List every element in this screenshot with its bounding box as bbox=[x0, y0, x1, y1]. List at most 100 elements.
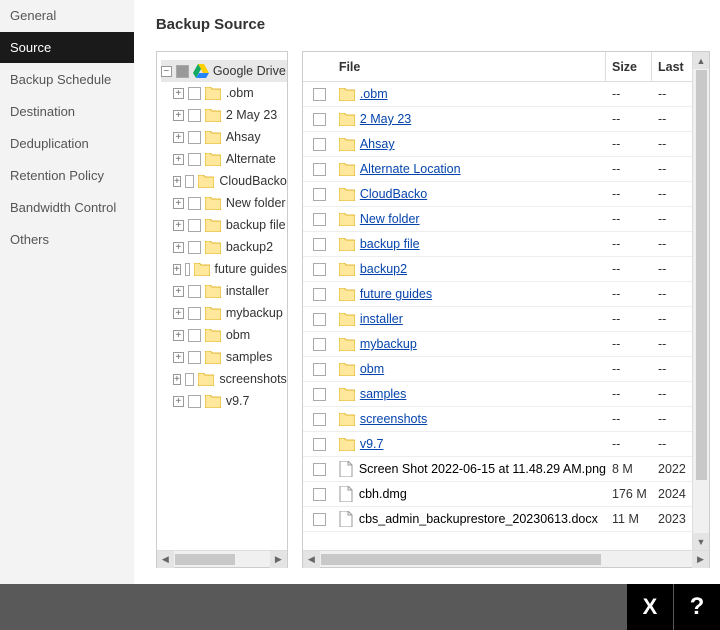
row-checkbox[interactable] bbox=[313, 413, 326, 426]
row-checkbox[interactable] bbox=[313, 163, 326, 176]
folder-link[interactable]: New folder bbox=[360, 212, 420, 226]
folder-link[interactable]: future guides bbox=[360, 287, 432, 301]
expand-icon[interactable]: + bbox=[173, 264, 181, 275]
row-checkbox[interactable] bbox=[313, 488, 326, 501]
tree-hscrollbar[interactable]: ◀ ▶ bbox=[157, 550, 287, 567]
folder-link[interactable]: installer bbox=[360, 312, 403, 326]
tree-checkbox[interactable] bbox=[176, 65, 189, 78]
row-checkbox[interactable] bbox=[313, 238, 326, 251]
scroll-thumb[interactable] bbox=[175, 554, 235, 565]
expand-icon[interactable]: + bbox=[173, 242, 184, 253]
tree-checkbox[interactable] bbox=[185, 263, 190, 276]
col-size[interactable]: Size bbox=[606, 52, 652, 81]
expand-icon[interactable]: + bbox=[173, 88, 184, 99]
row-checkbox[interactable] bbox=[313, 388, 326, 401]
row-checkbox[interactable] bbox=[313, 463, 326, 476]
expand-icon[interactable]: + bbox=[173, 308, 184, 319]
row-checkbox[interactable] bbox=[313, 288, 326, 301]
tree-checkbox[interactable] bbox=[188, 351, 201, 364]
row-checkbox[interactable] bbox=[313, 138, 326, 151]
tree-node[interactable]: +installer bbox=[173, 280, 287, 302]
tree-checkbox[interactable] bbox=[188, 131, 201, 144]
tree-checkbox[interactable] bbox=[185, 373, 194, 386]
row-checkbox[interactable] bbox=[313, 363, 326, 376]
tree-node[interactable]: +Alternate bbox=[173, 148, 287, 170]
tree-checkbox[interactable] bbox=[188, 87, 201, 100]
sidebar-item-bandwidth-control[interactable]: Bandwidth Control bbox=[0, 192, 134, 224]
row-checkbox[interactable] bbox=[313, 263, 326, 276]
folder-link[interactable]: screenshots bbox=[360, 412, 427, 426]
scroll-thumb[interactable] bbox=[321, 554, 601, 565]
tree-node[interactable]: +.obm bbox=[173, 82, 287, 104]
expand-icon[interactable]: + bbox=[173, 110, 184, 121]
scroll-right-icon[interactable]: ▶ bbox=[692, 551, 709, 568]
sidebar-item-general[interactable]: General bbox=[0, 0, 134, 32]
folder-link[interactable]: samples bbox=[360, 387, 407, 401]
folder-link[interactable]: v9.7 bbox=[360, 437, 384, 451]
tree-node[interactable]: +backup file bbox=[173, 214, 287, 236]
tree-node[interactable]: +samples bbox=[173, 346, 287, 368]
sidebar-item-deduplication[interactable]: Deduplication bbox=[0, 128, 134, 160]
tree-checkbox[interactable] bbox=[188, 241, 201, 254]
tree-node[interactable]: +screenshots bbox=[173, 368, 287, 390]
row-checkbox[interactable] bbox=[313, 113, 326, 126]
row-checkbox[interactable] bbox=[313, 513, 326, 526]
row-checkbox[interactable] bbox=[313, 88, 326, 101]
tree-node[interactable]: +2 May 23 bbox=[173, 104, 287, 126]
folder-link[interactable]: mybackup bbox=[360, 337, 417, 351]
help-button[interactable]: ? bbox=[674, 584, 720, 630]
scroll-left-icon[interactable]: ◀ bbox=[157, 551, 174, 568]
close-button[interactable]: X bbox=[627, 584, 673, 630]
row-checkbox[interactable] bbox=[313, 188, 326, 201]
row-checkbox[interactable] bbox=[313, 213, 326, 226]
folder-link[interactable]: obm bbox=[360, 362, 384, 376]
tree-checkbox[interactable] bbox=[188, 329, 201, 342]
expand-icon[interactable]: + bbox=[173, 176, 181, 187]
tree-node[interactable]: +backup2 bbox=[173, 236, 287, 258]
tree-checkbox[interactable] bbox=[188, 197, 201, 210]
collapse-icon[interactable]: − bbox=[161, 66, 172, 77]
col-file[interactable]: File bbox=[337, 52, 606, 81]
tree-checkbox[interactable] bbox=[188, 153, 201, 166]
row-checkbox[interactable] bbox=[313, 438, 326, 451]
tree-checkbox[interactable] bbox=[188, 219, 201, 232]
expand-icon[interactable]: + bbox=[173, 396, 184, 407]
folder-link[interactable]: Alternate Location bbox=[360, 162, 461, 176]
tree-node[interactable]: +New folder bbox=[173, 192, 287, 214]
col-last[interactable]: Last bbox=[652, 52, 692, 81]
tree-node[interactable]: +Ahsay bbox=[173, 126, 287, 148]
sidebar-item-destination[interactable]: Destination bbox=[0, 96, 134, 128]
scroll-left-icon[interactable]: ◀ bbox=[303, 551, 320, 568]
tree-checkbox[interactable] bbox=[188, 395, 201, 408]
sidebar-item-others[interactable]: Others bbox=[0, 224, 134, 256]
scroll-thumb[interactable] bbox=[696, 70, 707, 480]
tree-checkbox[interactable] bbox=[188, 109, 201, 122]
sidebar-item-backup-schedule[interactable]: Backup Schedule bbox=[0, 64, 134, 96]
folder-link[interactable]: .obm bbox=[360, 87, 388, 101]
expand-icon[interactable]: + bbox=[173, 132, 184, 143]
folder-link[interactable]: 2 May 23 bbox=[360, 112, 411, 126]
folder-link[interactable]: backup file bbox=[360, 237, 420, 251]
folder-link[interactable]: CloudBacko bbox=[360, 187, 427, 201]
folder-link[interactable]: Ahsay bbox=[360, 137, 395, 151]
tree-checkbox[interactable] bbox=[188, 285, 201, 298]
tree-node[interactable]: +future guides bbox=[173, 258, 287, 280]
scroll-right-icon[interactable]: ▶ bbox=[270, 551, 287, 568]
tree-checkbox[interactable] bbox=[185, 175, 194, 188]
tree-root[interactable]: −Google Drive bbox=[161, 60, 287, 82]
row-checkbox[interactable] bbox=[313, 338, 326, 351]
expand-icon[interactable]: + bbox=[173, 330, 184, 341]
expand-icon[interactable]: + bbox=[173, 198, 184, 209]
folder-link[interactable]: backup2 bbox=[360, 262, 407, 276]
expand-icon[interactable]: + bbox=[173, 220, 184, 231]
sidebar-item-source[interactable]: Source bbox=[0, 32, 134, 64]
expand-icon[interactable]: + bbox=[173, 352, 184, 363]
row-checkbox[interactable] bbox=[313, 313, 326, 326]
scroll-down-icon[interactable]: ▼ bbox=[693, 533, 709, 550]
tree-node[interactable]: +mybackup bbox=[173, 302, 287, 324]
sidebar-item-retention-policy[interactable]: Retention Policy bbox=[0, 160, 134, 192]
table-vscrollbar[interactable]: ▲ ▼ bbox=[692, 52, 709, 550]
expand-icon[interactable]: + bbox=[173, 154, 184, 165]
tree-node[interactable]: +CloudBacko bbox=[173, 170, 287, 192]
scroll-up-icon[interactable]: ▲ bbox=[693, 52, 709, 69]
